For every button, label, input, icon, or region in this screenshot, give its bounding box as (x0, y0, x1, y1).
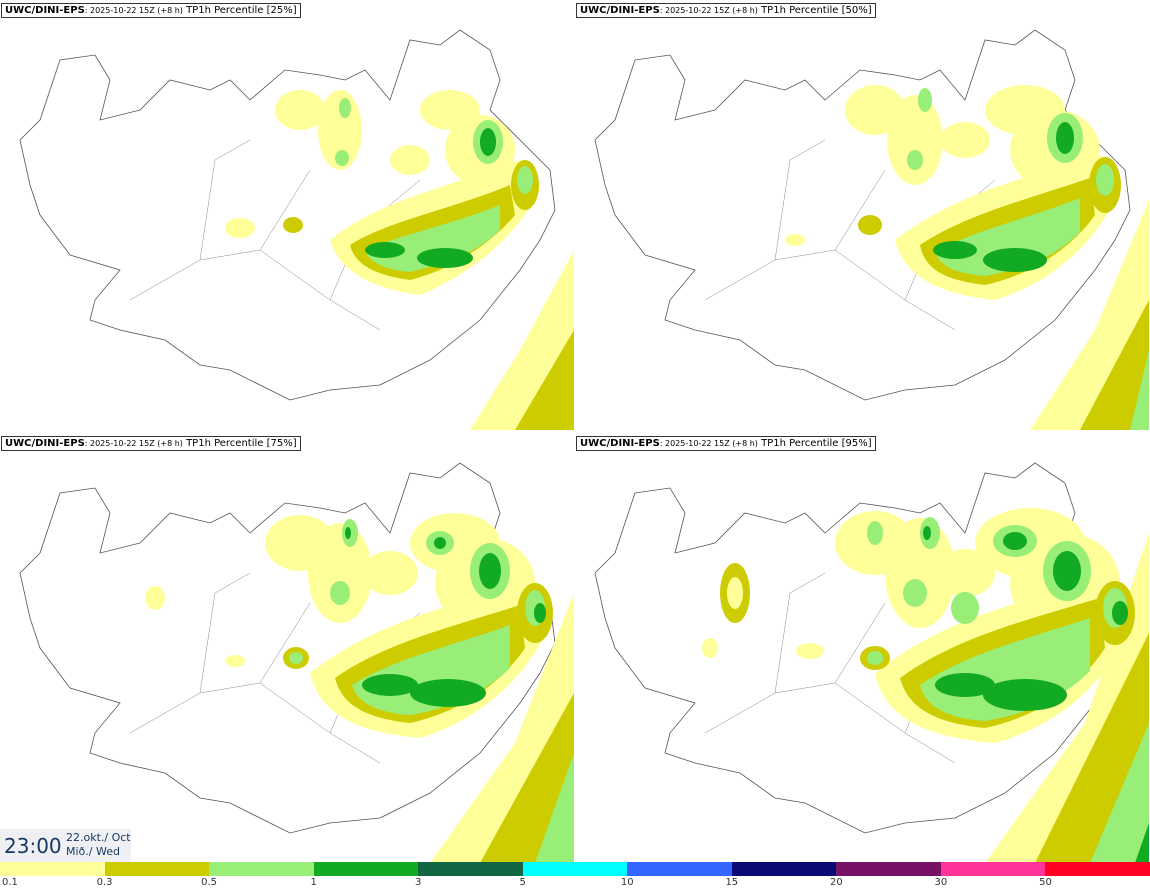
legend-swatch (1045, 862, 1150, 876)
map-panel-p50: UWC/DINI-EPS: 2025-10-22 15Z (+8 h) TP1h… (575, 0, 1149, 430)
precip-map (19, 462, 574, 863)
valid-time-box: 23:00 22.okt./ Oct Mið./ Wed (0, 829, 131, 862)
legend-tick-label: 0.3 (96, 877, 113, 888)
precip-map (594, 462, 1149, 863)
region-borders (129, 139, 421, 331)
legend-swatch (104, 862, 210, 876)
ocean-precip (985, 533, 1149, 863)
ocean-precip (430, 593, 574, 863)
legend-swatch (209, 862, 314, 876)
valid-date-line1: 22.okt./ Oct (66, 831, 131, 844)
legend-tick-label: 3 (414, 877, 422, 888)
panel-title: UWC/DINI-EPS: 2025-10-22 15Z (+8 h) TP1h… (576, 436, 876, 451)
legend-tick-label: 1 (310, 877, 317, 888)
map-panel-p75: UWC/DINI-EPS: 2025-10-22 15Z (+8 h) TP1h… (0, 433, 574, 863)
valid-date: 22.okt./ Oct Mið./ Wed (66, 831, 131, 859)
legend-swatch (0, 862, 105, 876)
legend-tick-label: 20 (829, 877, 843, 888)
panel-title: UWC/DINI-EPS: 2025-10-22 15Z (+8 h) TP1h… (576, 3, 876, 18)
land-precip (225, 90, 540, 295)
legend-swatch (522, 862, 628, 876)
panel-title: UWC/DINI-EPS: 2025-10-22 15Z (+8 h) TP1h… (1, 3, 301, 18)
legend-swatch (731, 862, 837, 876)
legend-tick-label: 10 (620, 877, 634, 888)
legend-tick-label: 30 (934, 877, 948, 888)
legend-tick-label: 15 (725, 877, 739, 888)
legend-swatch (627, 862, 732, 876)
region-borders (129, 572, 421, 764)
legend-swatch (940, 862, 1046, 876)
valid-date-line2: Mið./ Wed (66, 845, 120, 858)
legend-swatch (836, 862, 941, 876)
legend-tick-label: 0.5 (201, 877, 218, 888)
region-borders (704, 572, 996, 764)
map-panel-p25: UWC/DINI-EPS: 2025-10-22 15Z (+8 h) TP1h… (0, 0, 574, 430)
map-panel-p95: UWC/DINI-EPS: 2025-10-22 15Z (+8 h) TP1h… (575, 433, 1149, 863)
legend-swatch (418, 862, 523, 876)
color-legend (0, 862, 1150, 876)
land-precip (145, 513, 553, 738)
panel-title: UWC/DINI-EPS: 2025-10-22 15Z (+8 h) TP1h… (1, 436, 301, 451)
legend-swatch (313, 862, 419, 876)
iceland-coastline (19, 29, 556, 401)
region-borders (704, 139, 996, 331)
valid-time: 23:00 (4, 834, 62, 858)
legend-tick-label: 50 (1039, 877, 1052, 888)
ocean-precip (470, 250, 574, 430)
land-precip (702, 508, 1135, 743)
legend-ticks: 0.1 0.3 0.5 1 3 5 10 15 20 30 50 (0, 876, 1150, 891)
ocean-precip (1030, 200, 1149, 430)
legend-tick-label: 5 (519, 877, 526, 888)
legend-tick-label: 0.1 (2, 877, 18, 888)
precip-map (19, 29, 574, 430)
precip-map (594, 29, 1149, 430)
land-precip (785, 85, 1121, 300)
